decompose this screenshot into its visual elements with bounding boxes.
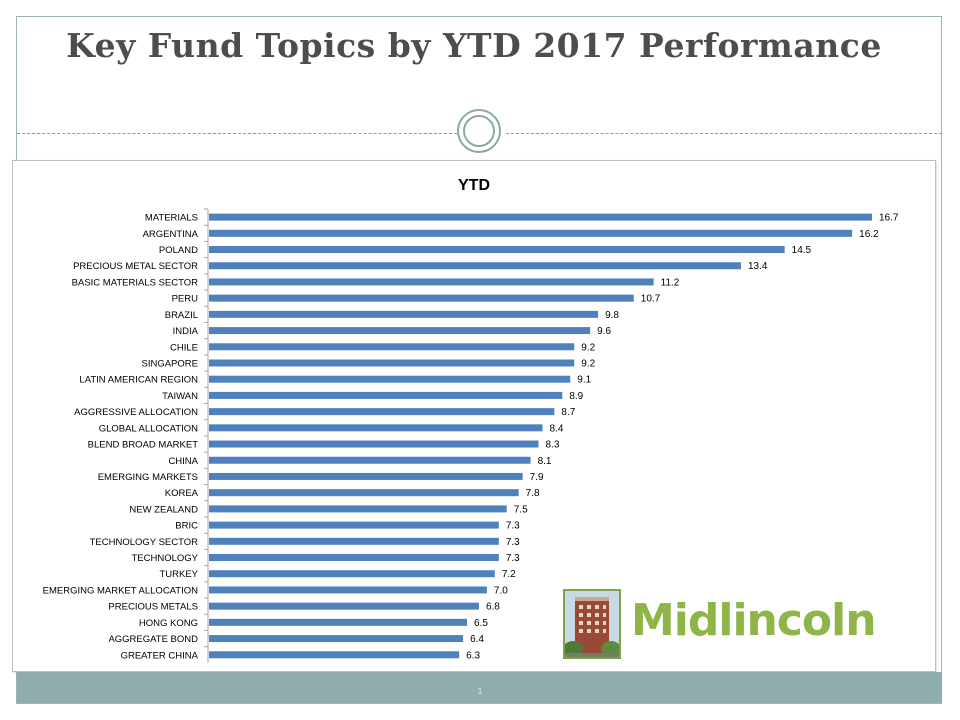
- bar: [209, 359, 575, 367]
- data-label: 7.0: [494, 585, 508, 596]
- category-label: KOREA: [165, 488, 199, 499]
- category-label: TURKEY: [159, 569, 198, 580]
- data-label: 8.1: [538, 456, 552, 467]
- data-label: 7.5: [514, 504, 528, 515]
- category-label: PERU: [172, 294, 199, 305]
- category-label: MATERIALS: [145, 213, 198, 224]
- bar: [209, 618, 468, 626]
- page-number: 1: [477, 686, 483, 696]
- category-label: BLEND BROAD MARKET: [88, 440, 199, 451]
- data-label: 6.3: [466, 650, 480, 661]
- category-label: SINGAPORE: [142, 358, 199, 369]
- data-label: 9.8: [605, 310, 619, 321]
- bar: [209, 294, 634, 302]
- ytd-bar-chart: YTD MATERIALS 16.7 ARGENTINA 16.2 POLAND 14.5…: [43, 177, 899, 663]
- bar: [209, 310, 599, 318]
- data-label: 7.2: [502, 569, 516, 580]
- data-label: 13.4: [748, 261, 768, 272]
- logo-wordmark: Midlincoln: [631, 595, 877, 646]
- bar: [209, 472, 523, 480]
- data-label: 8.3: [546, 440, 560, 451]
- category-label: CHILE: [170, 342, 198, 353]
- bar: [209, 278, 654, 286]
- bar: [209, 456, 531, 464]
- category-label: BRIC: [175, 521, 198, 532]
- ring-ornament: [457, 109, 501, 153]
- title-divider-left: [17, 133, 457, 134]
- data-label: 9.6: [597, 326, 611, 337]
- bar: [209, 262, 741, 270]
- data-label: 14.5: [792, 245, 812, 256]
- building-photo: [563, 589, 621, 659]
- category-label: TECHNOLOGY: [131, 553, 198, 564]
- chart-title: YTD: [458, 177, 490, 194]
- category-label: BASIC MATERIALS SECTOR: [72, 277, 198, 288]
- bar: [209, 489, 519, 497]
- category-label: POLAND: [159, 245, 198, 256]
- bar: [209, 651, 460, 659]
- category-label: HONG KONG: [139, 618, 198, 629]
- bar: [209, 229, 853, 237]
- chart-panel: YTD MATERIALS 16.7 ARGENTINA 16.2 POLAND 14.5…: [12, 160, 936, 672]
- bar: [209, 391, 563, 399]
- data-label: 16.7: [879, 213, 899, 224]
- data-label: 7.3: [506, 537, 520, 548]
- category-label: INDIA: [173, 326, 199, 337]
- bar: [209, 327, 591, 335]
- data-label: 9.2: [581, 342, 595, 353]
- category-label: NEW ZEALAND: [129, 504, 198, 515]
- slide-title: Key Fund Topics by YTD 2017 Performance: [66, 26, 882, 65]
- category-label: GREATER CHINA: [121, 650, 199, 661]
- category-label: ARGENTINA: [143, 229, 199, 240]
- bar: [209, 537, 499, 545]
- bar: [209, 602, 479, 610]
- footer-bar: [17, 672, 942, 703]
- data-label: 8.7: [561, 407, 575, 418]
- category-label: AGGRESSIVE ALLOCATION: [74, 407, 198, 418]
- bar: [209, 505, 507, 513]
- data-label: 6.8: [486, 602, 500, 613]
- category-label: TAIWAN: [162, 391, 198, 402]
- category-label: CHINA: [168, 456, 198, 467]
- data-label: 8.4: [549, 423, 563, 434]
- category-label: LATIN AMERICAN REGION: [79, 375, 198, 386]
- midlincoln-logo: Midlincoln: [563, 589, 877, 659]
- category-label: GLOBAL ALLOCATION: [99, 423, 198, 434]
- data-label: 9.1: [577, 375, 591, 386]
- category-label: PRECIOUS METAL SECTOR: [73, 261, 198, 272]
- bar: [209, 408, 555, 416]
- building-icon: [565, 591, 619, 657]
- data-label: 7.3: [506, 521, 520, 532]
- data-label: 16.2: [859, 229, 879, 240]
- data-label: 8.9: [569, 391, 583, 402]
- category-label: PRECIOUS METALS: [108, 602, 198, 613]
- bar: [209, 440, 539, 448]
- data-label: 6.5: [474, 618, 488, 629]
- data-label: 6.4: [470, 634, 484, 645]
- category-label: EMERGING MARKET ALLOCATION: [43, 585, 199, 596]
- data-label: 7.8: [526, 488, 540, 499]
- bar: [209, 570, 495, 578]
- bar: [209, 521, 499, 529]
- data-label: 11.2: [661, 277, 680, 288]
- title-divider-right: [506, 133, 942, 134]
- data-label: 9.2: [581, 358, 595, 369]
- bar: [209, 213, 872, 221]
- bar: [209, 586, 487, 594]
- data-label: 7.9: [530, 472, 544, 483]
- category-label: TECHNOLOGY SECTOR: [90, 537, 199, 548]
- bar: [209, 343, 575, 351]
- bar: [209, 554, 499, 562]
- bar: [209, 424, 543, 432]
- data-label: 7.3: [506, 553, 520, 564]
- category-label: AGGREGATE BOND: [108, 634, 198, 645]
- category-label: BRAZIL: [165, 310, 198, 321]
- bars-layer: MATERIALS 16.7 ARGENTINA 16.2 POLAND 14.5 PREC…: [43, 208, 899, 661]
- bar: [209, 246, 785, 254]
- bar: [209, 375, 571, 383]
- bar: [209, 635, 464, 643]
- data-label: 10.7: [641, 294, 661, 305]
- category-label: EMERGING MARKETS: [98, 472, 198, 483]
